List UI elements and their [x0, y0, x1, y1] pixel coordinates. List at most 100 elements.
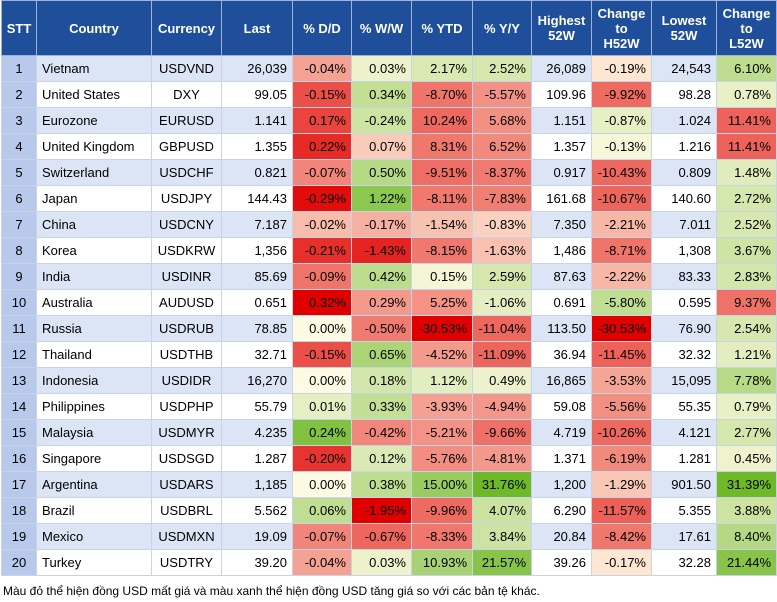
table-row: 5 Switzerland USDCHF 0.821 -0.07% 0.50% -9.51%…	[1, 159, 777, 186]
cell: 39.26	[531, 549, 592, 576]
cell: -30.53%	[591, 315, 652, 342]
cell: Thailand	[36, 341, 152, 368]
cell: 4.719	[531, 419, 592, 446]
cell: Philippines	[36, 393, 152, 420]
cell: -1.54%	[411, 211, 473, 238]
row-number: 14	[1, 393, 37, 420]
cell: EURUSD	[151, 107, 222, 134]
cell: 8.31%	[411, 133, 473, 160]
cell: 0.45%	[716, 445, 777, 472]
row-number: 16	[1, 445, 37, 472]
cell: -3.93%	[411, 393, 473, 420]
column-header: Highest 52W	[531, 0, 592, 56]
column-header: % Y/Y	[472, 0, 532, 56]
cell: -3.53%	[591, 367, 652, 394]
cell: -11.09%	[472, 341, 532, 368]
cell: 0.917	[531, 159, 592, 186]
cell: -0.19%	[591, 55, 652, 82]
cell: 0.38%	[351, 471, 412, 498]
cell: 78.85	[221, 315, 293, 342]
cell: 76.90	[651, 315, 717, 342]
cell: -0.83%	[472, 211, 532, 238]
row-number: 7	[1, 211, 37, 238]
table-row: 13 Indonesia USDIDR 16,270 0.00% 0.18% 1.12% 0.…	[1, 367, 777, 394]
cell: 85.69	[221, 263, 293, 290]
cell: 0.12%	[351, 445, 412, 472]
cell: -9.66%	[472, 419, 532, 446]
row-number: 10	[1, 289, 37, 316]
cell: -4.81%	[472, 445, 532, 472]
cell: 8.40%	[716, 523, 777, 550]
cell: 5.68%	[472, 107, 532, 134]
cell: 6.52%	[472, 133, 532, 160]
cell: 7.011	[651, 211, 717, 238]
cell: 2.77%	[716, 419, 777, 446]
table-row: 15 Malaysia USDMYR 4.235 0.24% -0.42% -5.21% -9…	[1, 419, 777, 446]
cell: -0.15%	[292, 81, 352, 108]
cell: 0.33%	[351, 393, 412, 420]
cell: USDMYR	[151, 419, 222, 446]
column-header: Change to H52W	[591, 0, 652, 56]
cell: 0.34%	[351, 81, 412, 108]
column-header: Currency	[151, 0, 222, 56]
cell: 11.41%	[716, 107, 777, 134]
cell: 26,039	[221, 55, 293, 82]
cell: 0.78%	[716, 81, 777, 108]
cell: 1,486	[531, 237, 592, 264]
cell: United Kingdom	[36, 133, 152, 160]
row-number: 11	[1, 315, 37, 342]
cell: -10.43%	[591, 159, 652, 186]
cell: 1,200	[531, 471, 592, 498]
cell: 0.809	[651, 159, 717, 186]
cell: -9.96%	[411, 497, 473, 524]
cell: 1.287	[221, 445, 293, 472]
cell: 21.57%	[472, 549, 532, 576]
cell: 0.15%	[411, 263, 473, 290]
row-number: 2	[1, 81, 37, 108]
column-header: Last	[221, 0, 293, 56]
cell: USDJPY	[151, 185, 222, 212]
cell: Russia	[36, 315, 152, 342]
fx-table: STT Country Currency Last% D/D% W/W% YTD% Y…	[1, 0, 777, 576]
cell: -5.80%	[591, 289, 652, 316]
table-row: 19 Mexico USDMXN 19.09 -0.07% -0.67% -8.33% 3.8…	[1, 523, 777, 550]
cell: 87.63	[531, 263, 592, 290]
cell: 0.18%	[351, 367, 412, 394]
cell: 17.61	[651, 523, 717, 550]
cell: -1.29%	[591, 471, 652, 498]
cell: 144.43	[221, 185, 293, 212]
cell: 1.21%	[716, 341, 777, 368]
cell: USDSGD	[151, 445, 222, 472]
cell: 109.96	[531, 81, 592, 108]
column-header: Lowest 52W	[651, 0, 717, 56]
cell: 2.52%	[716, 211, 777, 238]
cell: DXY	[151, 81, 222, 108]
column-header: Change to L52W	[716, 0, 777, 56]
row-number: 1	[1, 55, 37, 82]
column-header: % W/W	[351, 0, 412, 56]
cell: 59.08	[531, 393, 592, 420]
cell: -0.29%	[292, 185, 352, 212]
cell: 5.355	[651, 497, 717, 524]
cell: -5.57%	[472, 81, 532, 108]
cell: 24,543	[651, 55, 717, 82]
cell: -1.63%	[472, 237, 532, 264]
cell: USDRUB	[151, 315, 222, 342]
table-row: 17 Argentina USDARS 1,185 0.00% 0.38% 15.00% 31…	[1, 471, 777, 498]
cell: 1.151	[531, 107, 592, 134]
cell: -4.94%	[472, 393, 532, 420]
cell: 31.39%	[716, 471, 777, 498]
column-header: % D/D	[292, 0, 352, 56]
cell: 7.187	[221, 211, 293, 238]
cell: 15,095	[651, 367, 717, 394]
cell: -0.13%	[591, 133, 652, 160]
cell: 6.290	[531, 497, 592, 524]
table-row: 18 Brazil USDBRL 5.562 0.06% -1.95% -9.96% 4.07…	[1, 497, 777, 524]
table-row: 6 Japan USDJPY 144.43 -0.29% 1.22% -8.11% -7.83…	[1, 185, 777, 212]
cell: 98.28	[651, 81, 717, 108]
cell: 0.00%	[292, 315, 352, 342]
cell: 4.235	[221, 419, 293, 446]
cell: 1.355	[221, 133, 293, 160]
cell: 1,356	[221, 237, 293, 264]
cell: -0.87%	[591, 107, 652, 134]
